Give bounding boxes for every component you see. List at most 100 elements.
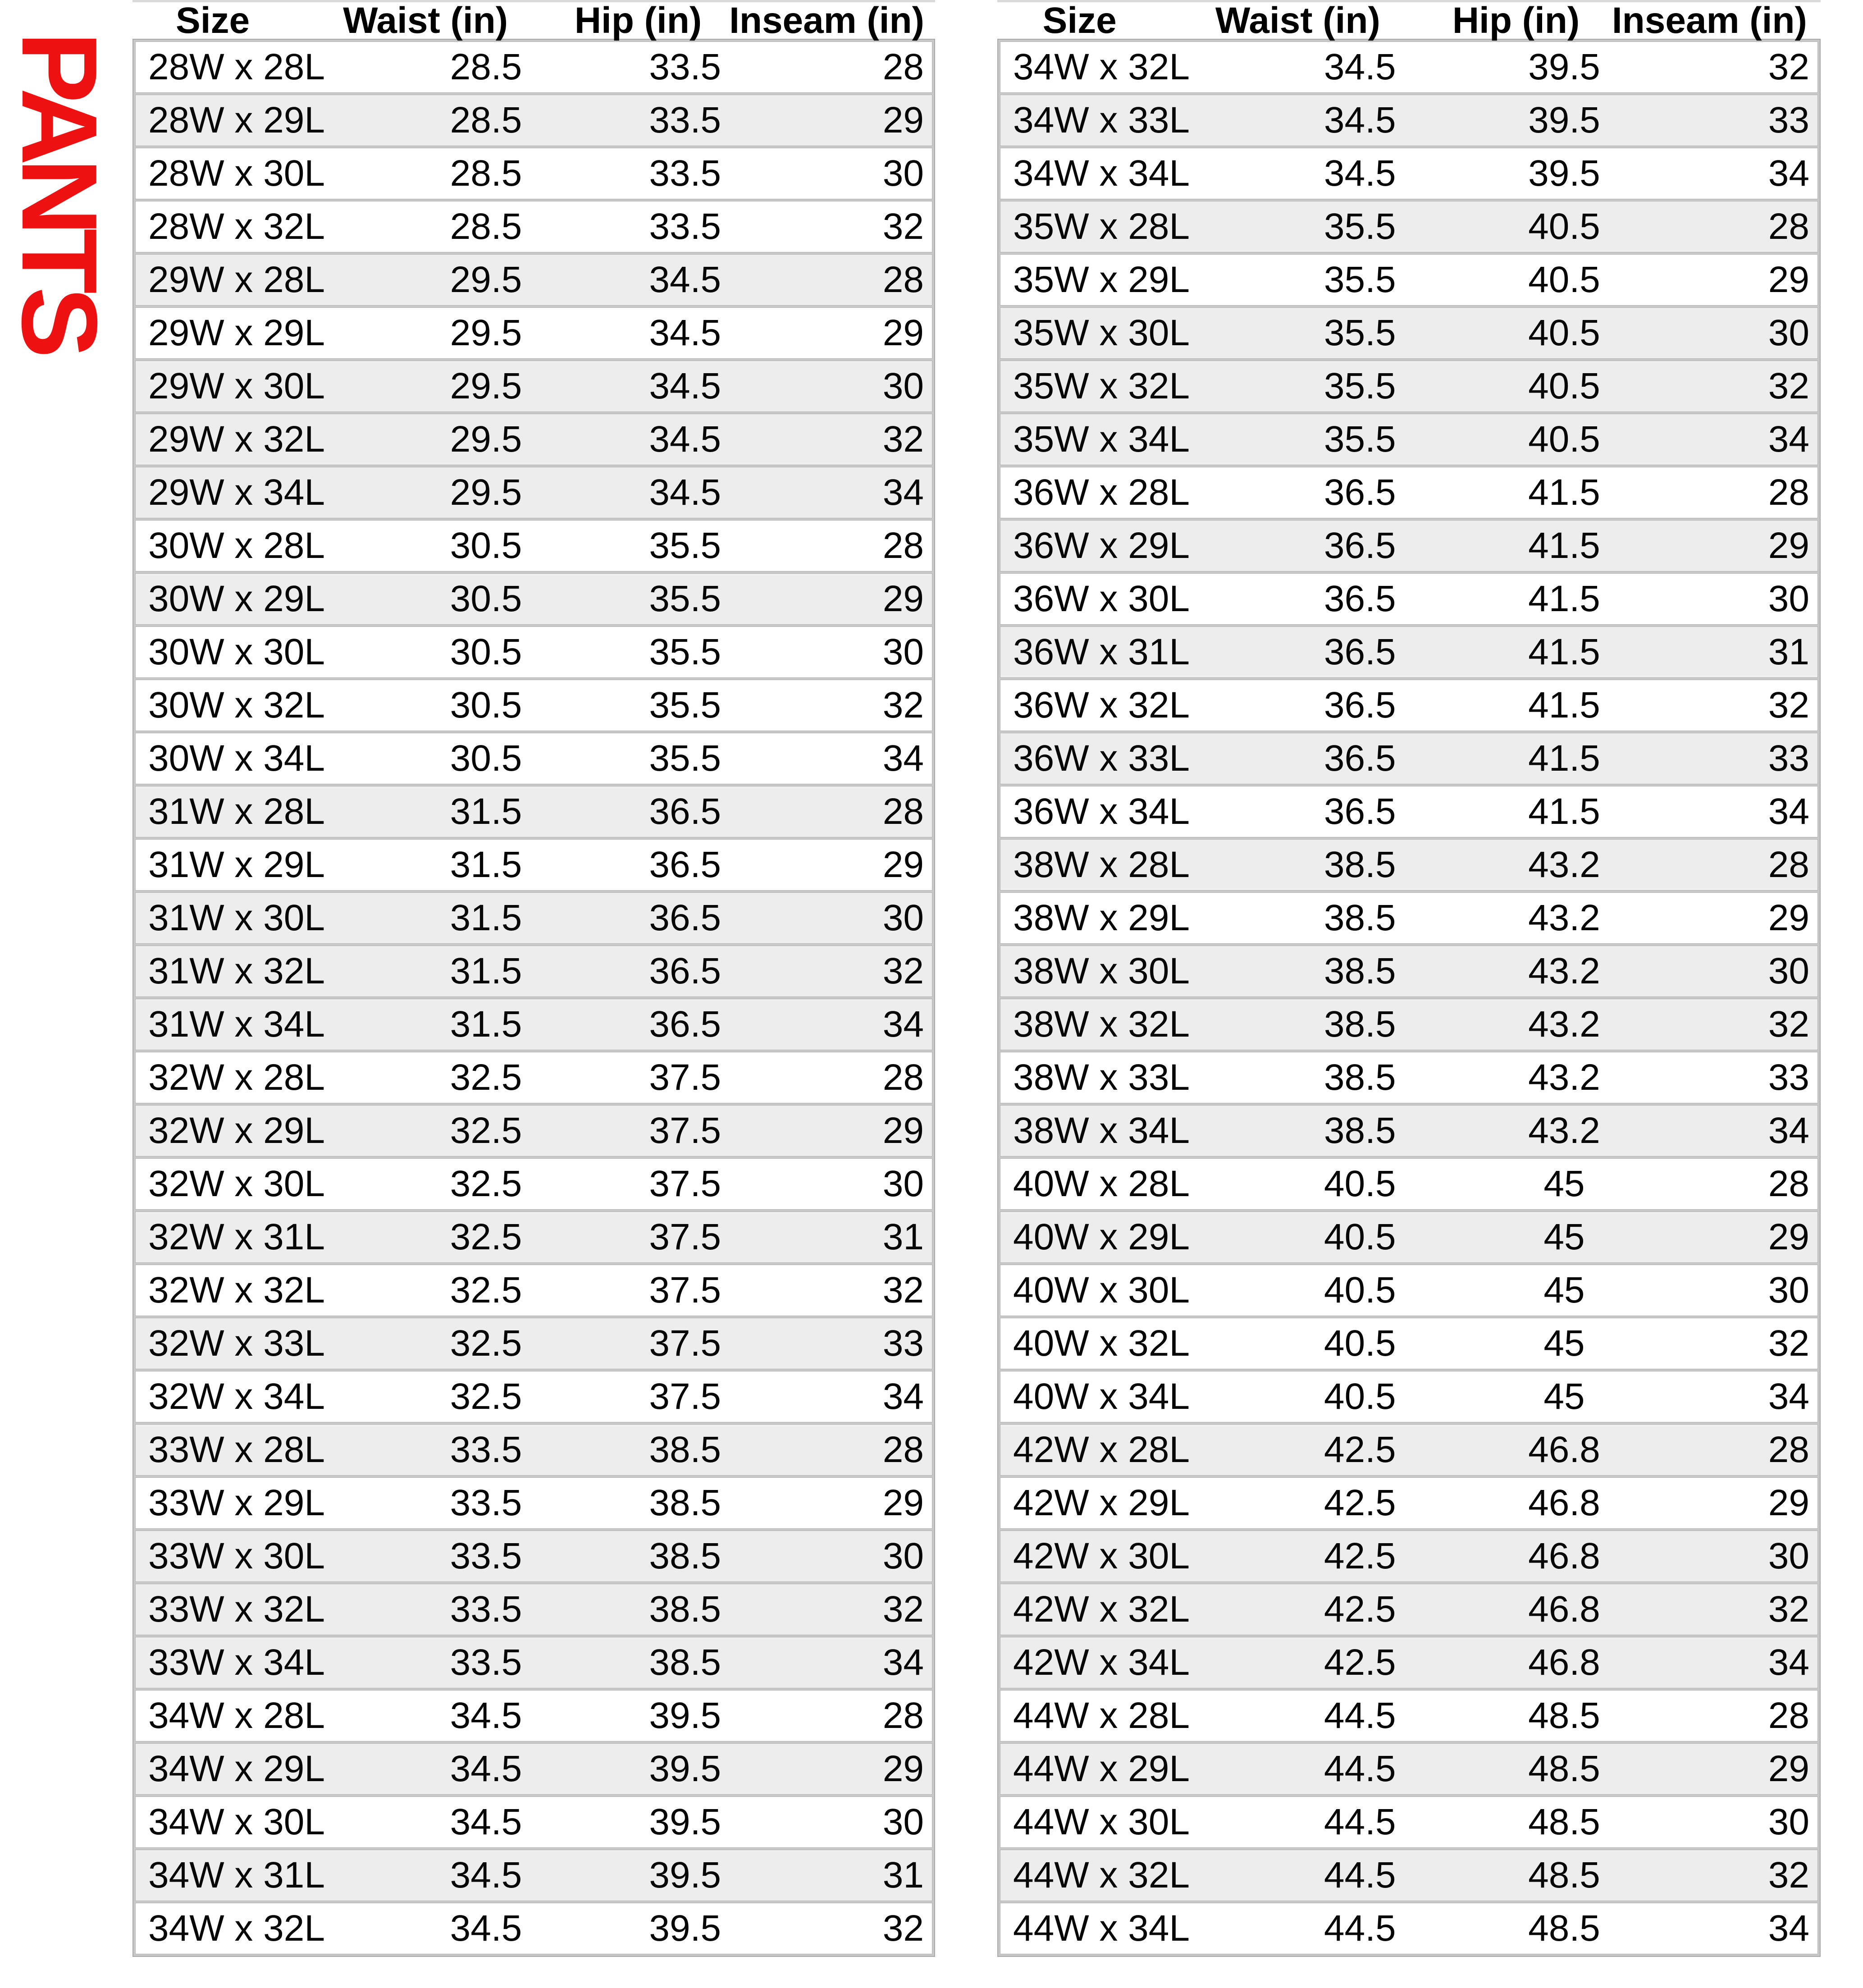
size-cell: 34W x 32L [148,1908,325,1949]
waist-cell: 32.5 [450,1376,522,1417]
hip-cell: 36.5 [649,791,721,832]
hip-cell: 37.5 [649,1270,721,1311]
inseam-cell: 29 [882,844,924,885]
inseam-cell: 29 [882,1110,924,1151]
inseam-cell: 28 [1768,206,1809,247]
size-cell: 30W x 30L [148,631,325,672]
size-cell: 33W x 32L [148,1589,325,1630]
size-row-38w-x-32l: 38W x 32L 38.5 43.2 32 [1000,999,1817,1050]
hip-cell: 39.5 [649,1801,721,1842]
inseam-cell: 34 [1768,1642,1809,1683]
size-cell: 30W x 28L [148,525,325,566]
waist-cell: 34.5 [1324,153,1396,194]
size-cell: 31W x 28L [148,791,325,832]
hip-cell: 39.5 [1528,46,1600,87]
hip-cell: 34.5 [649,312,721,353]
waist-cell: 32.5 [450,1323,522,1364]
hip-cell: 45 [1543,1376,1585,1417]
hip-cell: 43.2 [1528,1110,1600,1151]
hip-cell: 48.5 [1528,1908,1600,1949]
size-cell: 33W x 34L [148,1642,325,1683]
waist-cell: 28.5 [450,100,522,141]
hip-cell: 48.5 [1528,1695,1600,1736]
inseam-cell: 34 [882,1376,924,1417]
size-row-38w-x-33l: 38W x 33L 38.5 43.2 33 [1000,1052,1817,1103]
hip-cell: 36.5 [649,897,721,938]
size-row-32w-x-28l: 32W x 28L 32.5 37.5 28 [136,1052,932,1103]
inseam-cell: 32 [882,1589,924,1630]
waist-cell: 38.5 [1324,1004,1396,1045]
size-row-36w-x-29l: 36W x 29L 36.5 41.5 29 [1000,521,1817,571]
size-cell: 34W x 30L [148,1801,325,1842]
waist-cell: 44.5 [1324,1908,1396,1949]
hip-cell: 41.5 [1528,631,1600,672]
size-row-33w-x-28l: 33W x 28L 33.5 38.5 28 [136,1425,932,1475]
waist-cell: 28.5 [450,206,522,247]
inseam-cell: 28 [882,791,924,832]
size-cell: 31W x 29L [148,844,325,885]
hip-cell: 37.5 [649,1216,721,1257]
size-cell: 34W x 29L [148,1748,325,1789]
pants-size-table-right: Size Waist (in) Hip (in) Inseam (in) 34W x … [997,0,1821,1957]
waist-cell: 34.5 [450,1908,522,1949]
size-row-30w-x-34l: 30W x 34L 30.5 35.5 34 [136,733,932,784]
waist-cell: 32.5 [450,1163,522,1204]
column-header-waist-in: Waist (in) [343,0,508,41]
inseam-cell: 34 [1768,791,1809,832]
size-row-33w-x-34l: 33W x 34L 33.5 38.5 34 [136,1637,932,1688]
waist-cell: 29.5 [450,312,522,353]
waist-cell: 42.5 [1324,1642,1396,1683]
waist-cell: 42.5 [1324,1589,1396,1630]
waist-cell: 33.5 [450,1482,522,1523]
size-row-44w-x-32l: 44W x 32L 44.5 48.5 32 [1000,1850,1817,1901]
size-row-36w-x-33l: 36W x 33L 36.5 41.5 33 [1000,733,1817,784]
waist-cell: 44.5 [1324,1855,1396,1896]
waist-cell: 42.5 [1324,1482,1396,1523]
size-row-35w-x-28l: 35W x 28L 35.5 40.5 28 [1000,201,1817,252]
inseam-cell: 34 [1768,153,1809,194]
size-cell: 29W x 30L [148,366,325,407]
size-cell: 28W x 28L [148,46,325,87]
hip-cell: 48.5 [1528,1801,1600,1842]
column-header-size: Size [176,0,250,41]
size-row-38w-x-29l: 38W x 29L 38.5 43.2 29 [1000,893,1817,943]
size-row-30w-x-28l: 30W x 28L 30.5 35.5 28 [136,521,932,571]
waist-cell: 28.5 [450,46,522,87]
column-header-hip-in: Hip (in) [574,0,702,41]
waist-cell: 28.5 [450,153,522,194]
inseam-cell: 30 [1768,1801,1809,1842]
size-cell: 28W x 32L [148,206,325,247]
size-cell: 35W x 30L [1013,312,1190,353]
size-cell: 36W x 29L [1013,525,1190,566]
size-cell: 38W x 30L [1013,951,1190,992]
size-row-42w-x-29l: 42W x 29L 42.5 46.8 29 [1000,1478,1817,1528]
size-row-32w-x-30l: 32W x 30L 32.5 37.5 30 [136,1159,932,1209]
waist-cell: 32.5 [450,1216,522,1257]
waist-cell: 32.5 [450,1057,522,1098]
hip-cell: 40.5 [1528,259,1600,300]
size-cell: 34W x 28L [148,1695,325,1736]
hip-cell: 35.5 [649,738,721,779]
waist-cell: 29.5 [450,366,522,407]
size-row-35w-x-30l: 35W x 30L 35.5 40.5 30 [1000,308,1817,358]
hip-cell: 48.5 [1528,1855,1600,1896]
size-cell: 44W x 29L [1013,1748,1190,1789]
size-cell: 42W x 29L [1013,1482,1190,1523]
size-cell: 36W x 34L [1013,791,1190,832]
hip-cell: 40.5 [1528,312,1600,353]
hip-cell: 43.2 [1528,1004,1600,1045]
size-row-29w-x-34l: 29W x 34L 29.5 34.5 34 [136,467,932,518]
inseam-cell: 32 [882,685,924,726]
size-row-36w-x-34l: 36W x 34L 36.5 41.5 34 [1000,786,1817,837]
size-row-32w-x-32l: 32W x 32L 32.5 37.5 32 [136,1265,932,1316]
inseam-cell: 30 [882,1801,924,1842]
hip-cell: 45 [1543,1216,1585,1257]
table-header: Size Waist (in) Hip (in) Inseam (in) [132,0,935,41]
hip-cell: 40.5 [1528,419,1600,460]
inseam-cell: 32 [1768,46,1809,87]
size-cell: 33W x 30L [148,1536,325,1577]
waist-cell: 33.5 [450,1642,522,1683]
inseam-cell: 34 [882,738,924,779]
pants-category-label: PANTS [0,32,119,351]
waist-cell: 44.5 [1324,1801,1396,1842]
